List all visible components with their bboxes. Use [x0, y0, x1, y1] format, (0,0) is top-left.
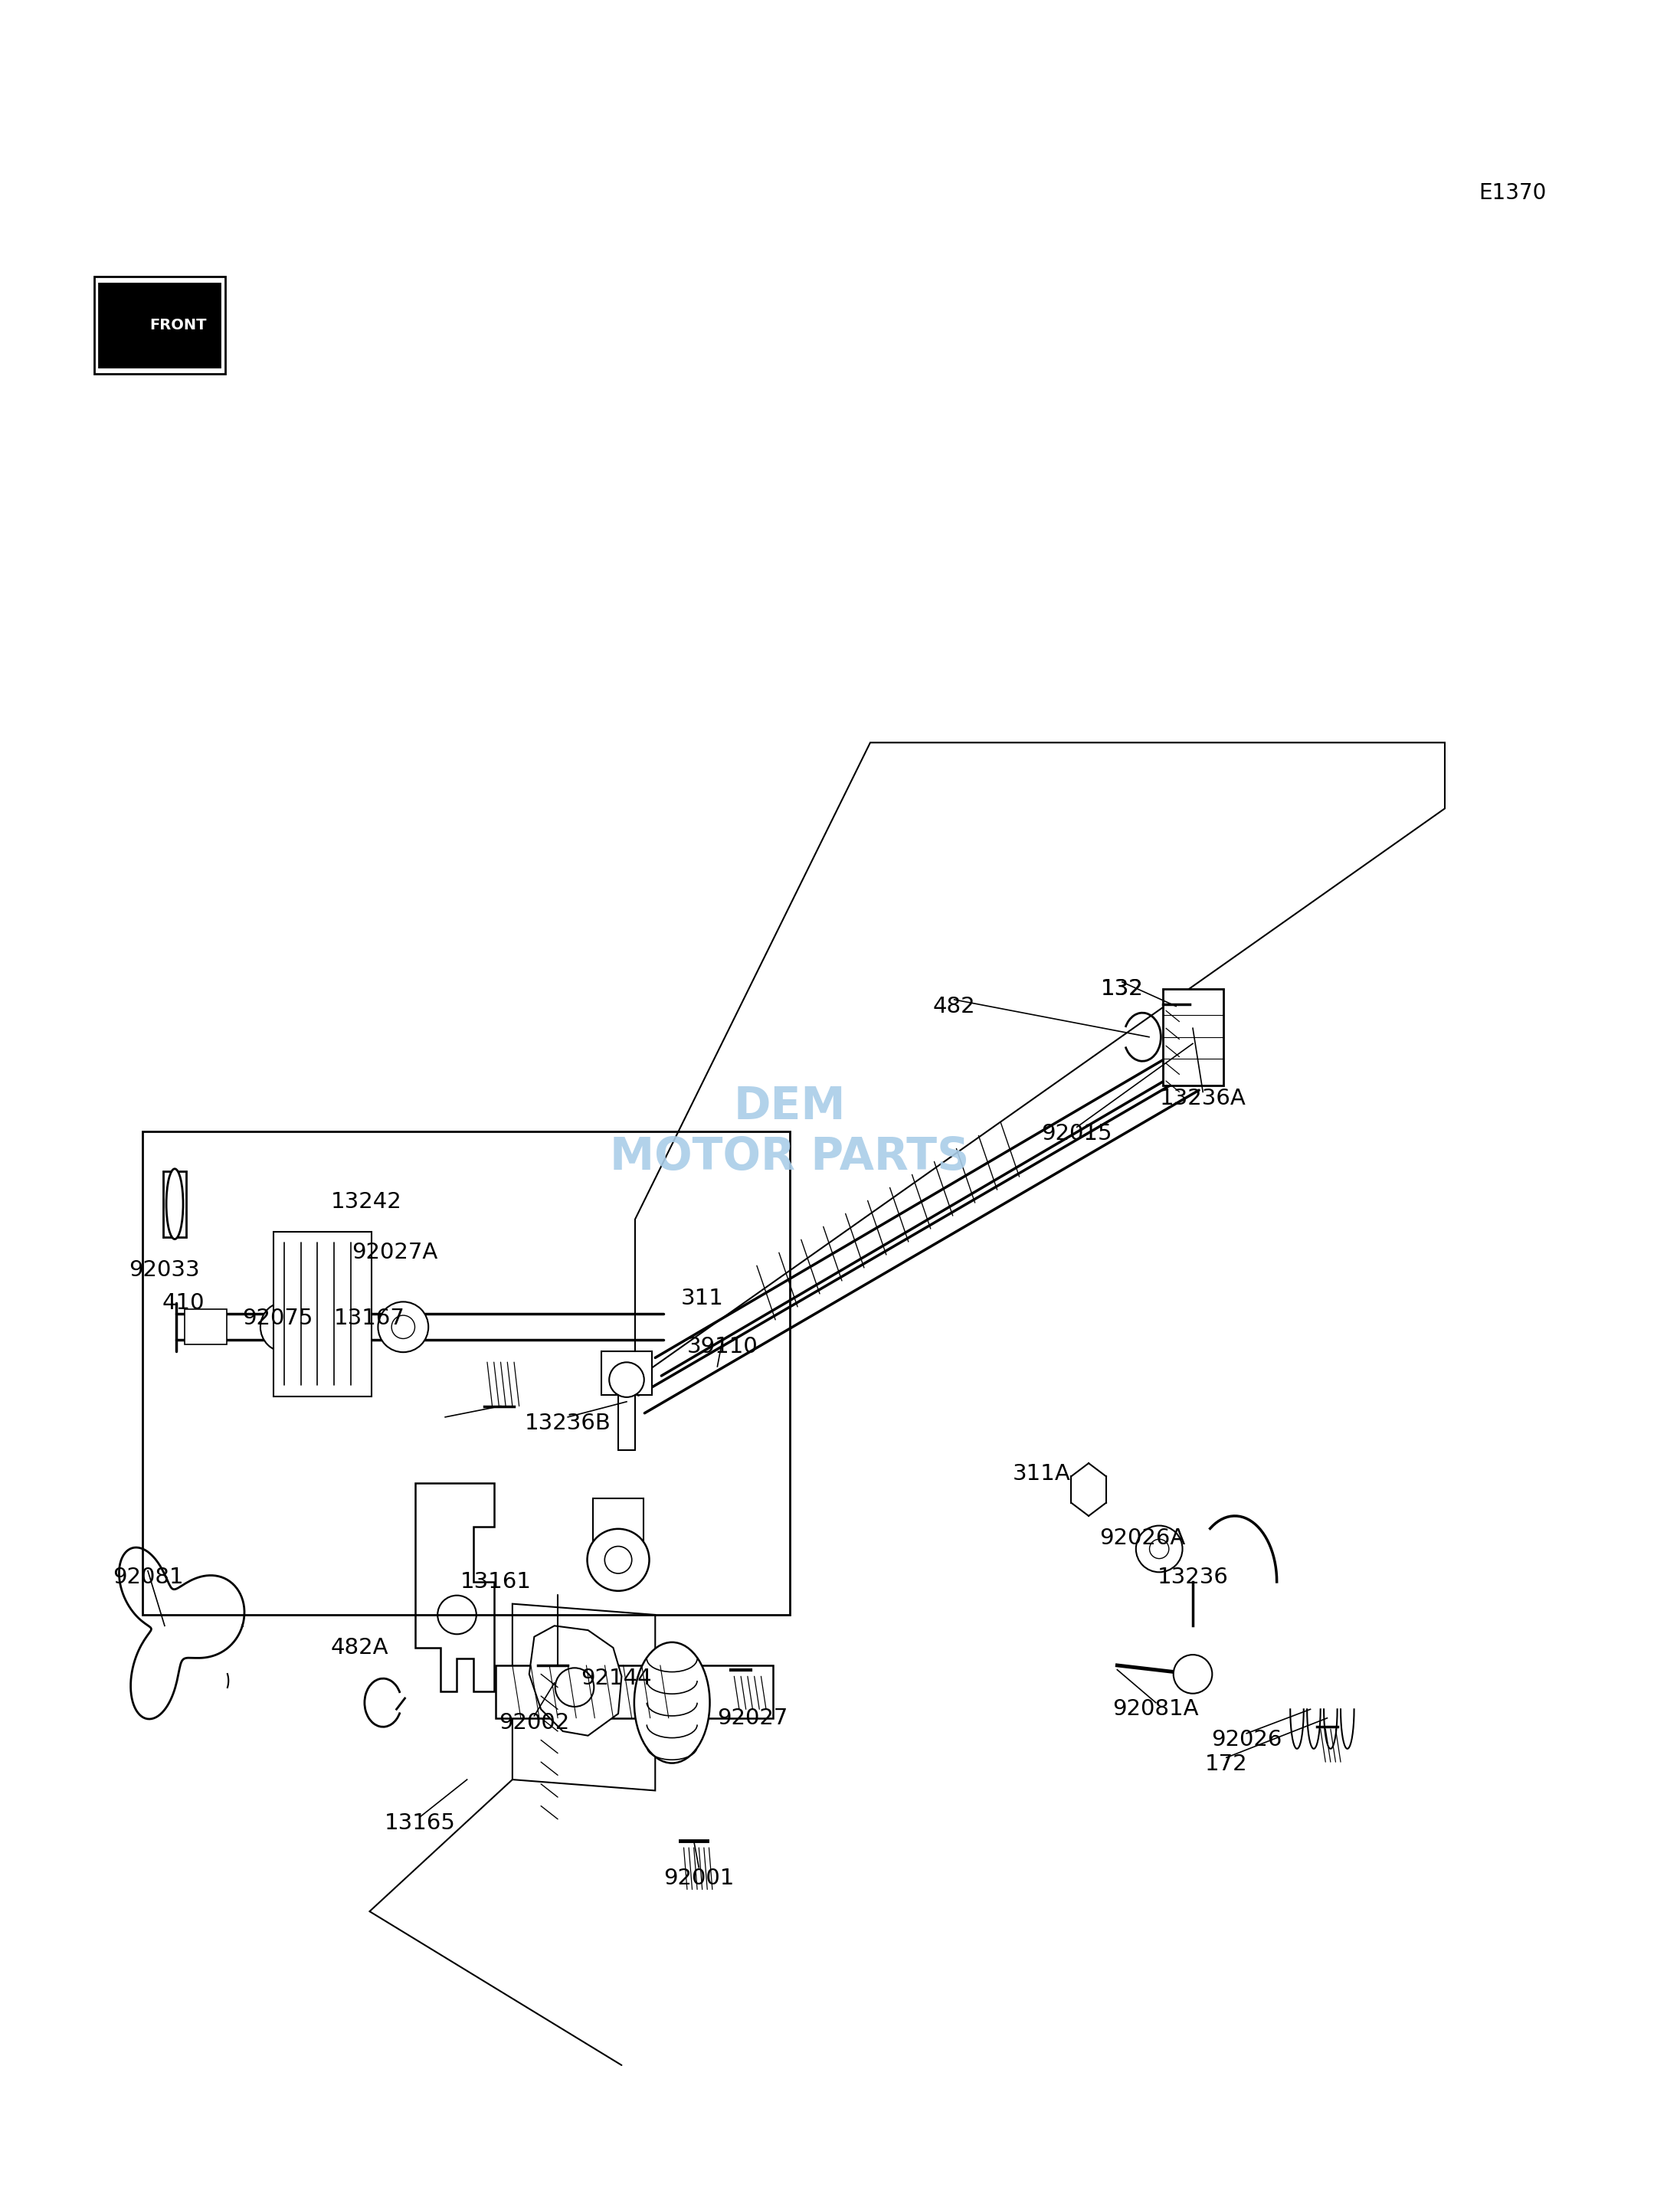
Circle shape — [1173, 1654, 1213, 1694]
Circle shape — [319, 1303, 370, 1351]
Ellipse shape — [166, 1169, 183, 1239]
Circle shape — [378, 1303, 428, 1351]
Text: 92026A: 92026A — [1099, 1527, 1186, 1549]
Text: 13242: 13242 — [331, 1191, 402, 1213]
Text: 172: 172 — [1205, 1753, 1248, 1775]
Text: 92001: 92001 — [664, 1867, 734, 1889]
Text: DEM
MOTOR PARTS: DEM MOTOR PARTS — [610, 1085, 969, 1178]
Text: 311: 311 — [680, 1287, 724, 1309]
Circle shape — [588, 1529, 648, 1591]
Circle shape — [260, 1303, 311, 1351]
Polygon shape — [415, 1483, 494, 1692]
Text: 13167: 13167 — [334, 1307, 405, 1329]
Text: 92015: 92015 — [1042, 1123, 1112, 1145]
Text: 92027: 92027 — [717, 1707, 788, 1729]
Text: 92144: 92144 — [581, 1668, 652, 1689]
Circle shape — [1136, 1525, 1183, 1573]
Bar — [99, 283, 220, 367]
Text: 482A: 482A — [331, 1637, 388, 1659]
Bar — [1163, 989, 1223, 1085]
Text: 13236B: 13236B — [524, 1413, 612, 1435]
Text: 92027A: 92027A — [351, 1241, 438, 1263]
Text: FRONT: FRONT — [150, 319, 207, 332]
Text: 132: 132 — [1100, 978, 1144, 1000]
Ellipse shape — [635, 1643, 709, 1764]
Bar — [163, 1171, 186, 1237]
Polygon shape — [601, 1351, 652, 1450]
Text: E1370: E1370 — [1478, 182, 1546, 204]
Polygon shape — [512, 1604, 655, 1791]
Text: 13236A: 13236A — [1159, 1088, 1247, 1109]
Polygon shape — [529, 1626, 622, 1736]
Polygon shape — [635, 743, 1445, 1380]
Bar — [94, 277, 225, 373]
Bar — [185, 1309, 227, 1345]
Text: 13161: 13161 — [460, 1571, 531, 1593]
Text: 92081A: 92081A — [1112, 1698, 1200, 1720]
Text: 92033: 92033 — [129, 1259, 200, 1281]
Text: 92002: 92002 — [499, 1711, 570, 1733]
Text: 39110: 39110 — [687, 1336, 758, 1358]
Text: 92026: 92026 — [1211, 1729, 1282, 1751]
Bar — [143, 1131, 790, 1615]
Text: 13165: 13165 — [385, 1813, 455, 1834]
Text: 13236: 13236 — [1158, 1566, 1228, 1588]
Bar — [593, 1498, 643, 1547]
Text: 311A: 311A — [1013, 1463, 1070, 1485]
Bar — [496, 1665, 773, 1718]
Text: 410: 410 — [161, 1292, 205, 1314]
Text: 92081: 92081 — [113, 1566, 183, 1588]
Text: 132: 132 — [1100, 978, 1144, 1000]
Text: 92075: 92075 — [242, 1307, 312, 1329]
Bar — [274, 1230, 371, 1397]
Text: 482: 482 — [932, 995, 976, 1017]
